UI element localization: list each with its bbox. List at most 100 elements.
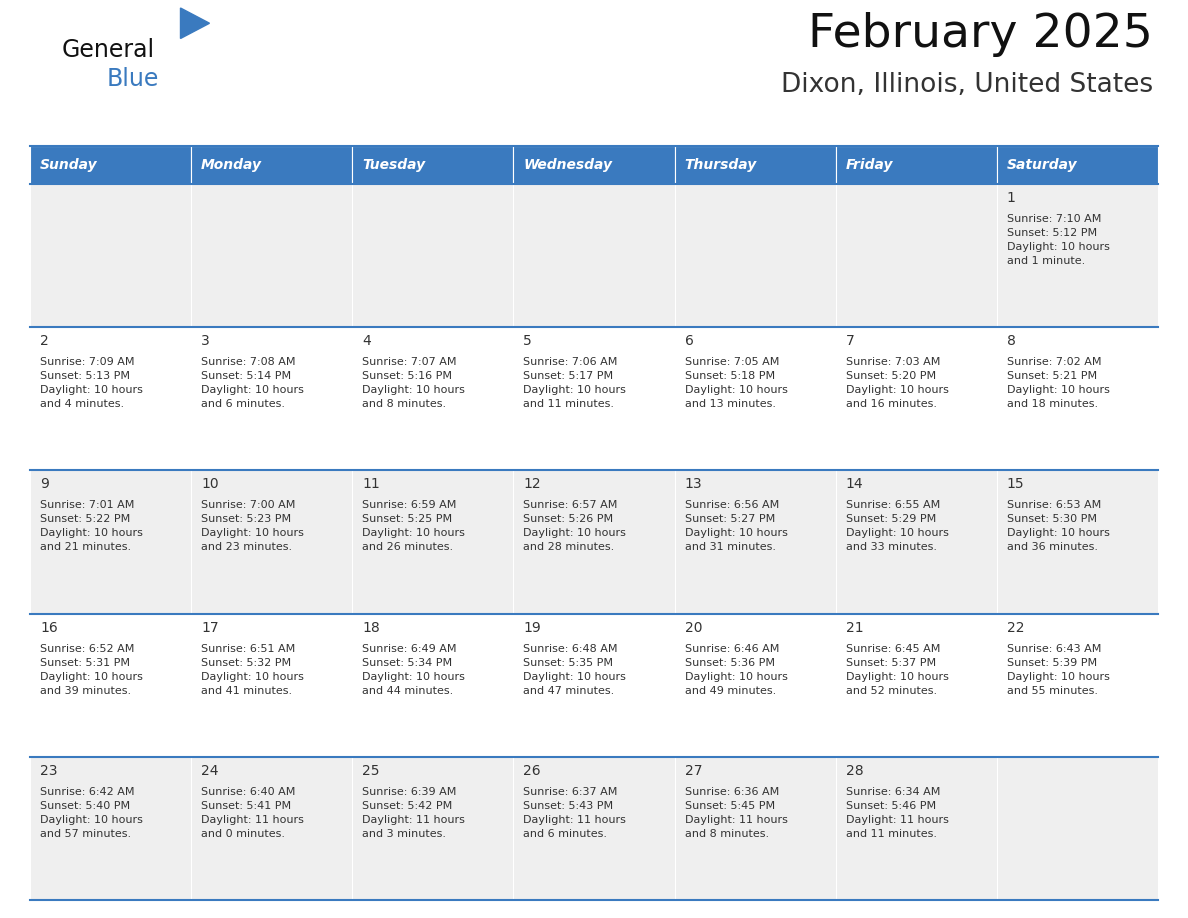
Text: 19: 19 (524, 621, 542, 634)
Bar (675, 327, 835, 470)
Text: 27: 27 (684, 764, 702, 778)
Bar (835, 756, 997, 900)
Bar (30, 613, 191, 756)
Bar (835, 146, 997, 184)
Bar (835, 184, 997, 327)
Bar (30, 327, 191, 470)
Bar (191, 756, 353, 900)
Bar (353, 327, 513, 470)
Bar (675, 613, 835, 756)
Text: Sunrise: 6:51 AM
Sunset: 5:32 PM
Daylight: 10 hours
and 41 minutes.: Sunrise: 6:51 AM Sunset: 5:32 PM Dayligh… (201, 644, 304, 696)
Text: 28: 28 (846, 764, 864, 778)
Text: Saturday: Saturday (1007, 158, 1078, 172)
Text: 5: 5 (524, 334, 532, 348)
Polygon shape (181, 8, 209, 39)
Bar (997, 613, 1158, 756)
Text: 8: 8 (1007, 334, 1016, 348)
Text: Sunrise: 6:39 AM
Sunset: 5:42 PM
Daylight: 11 hours
and 3 minutes.: Sunrise: 6:39 AM Sunset: 5:42 PM Dayligh… (362, 787, 466, 839)
Text: General: General (62, 38, 156, 62)
Text: Sunrise: 6:40 AM
Sunset: 5:41 PM
Daylight: 11 hours
and 0 minutes.: Sunrise: 6:40 AM Sunset: 5:41 PM Dayligh… (201, 787, 304, 839)
Text: Thursday: Thursday (684, 158, 757, 172)
Bar (997, 327, 1158, 470)
Text: 21: 21 (846, 621, 864, 634)
Text: Sunrise: 7:02 AM
Sunset: 5:21 PM
Daylight: 10 hours
and 18 minutes.: Sunrise: 7:02 AM Sunset: 5:21 PM Dayligh… (1007, 357, 1110, 409)
Text: 22: 22 (1007, 621, 1024, 634)
Text: Sunrise: 6:49 AM
Sunset: 5:34 PM
Daylight: 10 hours
and 44 minutes.: Sunrise: 6:49 AM Sunset: 5:34 PM Dayligh… (362, 644, 466, 696)
Bar (30, 146, 191, 184)
Text: 3: 3 (201, 334, 210, 348)
Bar (675, 184, 835, 327)
Bar (30, 470, 191, 613)
Text: Sunrise: 6:56 AM
Sunset: 5:27 PM
Daylight: 10 hours
and 31 minutes.: Sunrise: 6:56 AM Sunset: 5:27 PM Dayligh… (684, 500, 788, 553)
Text: 13: 13 (684, 477, 702, 491)
Text: 6: 6 (684, 334, 694, 348)
Text: Sunrise: 6:48 AM
Sunset: 5:35 PM
Daylight: 10 hours
and 47 minutes.: Sunrise: 6:48 AM Sunset: 5:35 PM Dayligh… (524, 644, 626, 696)
Text: Sunrise: 6:42 AM
Sunset: 5:40 PM
Daylight: 10 hours
and 57 minutes.: Sunrise: 6:42 AM Sunset: 5:40 PM Dayligh… (40, 787, 143, 839)
Text: Sunrise: 6:36 AM
Sunset: 5:45 PM
Daylight: 11 hours
and 8 minutes.: Sunrise: 6:36 AM Sunset: 5:45 PM Dayligh… (684, 787, 788, 839)
Bar (30, 756, 191, 900)
Text: Sunrise: 7:07 AM
Sunset: 5:16 PM
Daylight: 10 hours
and 8 minutes.: Sunrise: 7:07 AM Sunset: 5:16 PM Dayligh… (362, 357, 466, 409)
Text: Sunrise: 7:00 AM
Sunset: 5:23 PM
Daylight: 10 hours
and 23 minutes.: Sunrise: 7:00 AM Sunset: 5:23 PM Dayligh… (201, 500, 304, 553)
Bar (513, 184, 675, 327)
Bar (191, 470, 353, 613)
Text: Sunrise: 6:34 AM
Sunset: 5:46 PM
Daylight: 11 hours
and 11 minutes.: Sunrise: 6:34 AM Sunset: 5:46 PM Dayligh… (846, 787, 948, 839)
Text: Wednesday: Wednesday (524, 158, 613, 172)
Text: Sunrise: 6:57 AM
Sunset: 5:26 PM
Daylight: 10 hours
and 28 minutes.: Sunrise: 6:57 AM Sunset: 5:26 PM Dayligh… (524, 500, 626, 553)
Bar (675, 470, 835, 613)
Bar (513, 470, 675, 613)
Text: 7: 7 (846, 334, 854, 348)
Text: 10: 10 (201, 477, 219, 491)
Bar (513, 146, 675, 184)
Bar (675, 146, 835, 184)
Bar (513, 327, 675, 470)
Bar (997, 146, 1158, 184)
Text: 15: 15 (1007, 477, 1024, 491)
Text: 24: 24 (201, 764, 219, 778)
Bar (997, 470, 1158, 613)
Text: Sunrise: 7:08 AM
Sunset: 5:14 PM
Daylight: 10 hours
and 6 minutes.: Sunrise: 7:08 AM Sunset: 5:14 PM Dayligh… (201, 357, 304, 409)
Text: Sunrise: 7:06 AM
Sunset: 5:17 PM
Daylight: 10 hours
and 11 minutes.: Sunrise: 7:06 AM Sunset: 5:17 PM Dayligh… (524, 357, 626, 409)
Text: Sunrise: 6:43 AM
Sunset: 5:39 PM
Daylight: 10 hours
and 55 minutes.: Sunrise: 6:43 AM Sunset: 5:39 PM Dayligh… (1007, 644, 1110, 696)
Text: Sunrise: 7:01 AM
Sunset: 5:22 PM
Daylight: 10 hours
and 21 minutes.: Sunrise: 7:01 AM Sunset: 5:22 PM Dayligh… (40, 500, 143, 553)
Text: 11: 11 (362, 477, 380, 491)
Bar (353, 470, 513, 613)
Text: Sunday: Sunday (40, 158, 97, 172)
Bar (191, 613, 353, 756)
Bar (353, 184, 513, 327)
Text: Sunrise: 6:55 AM
Sunset: 5:29 PM
Daylight: 10 hours
and 33 minutes.: Sunrise: 6:55 AM Sunset: 5:29 PM Dayligh… (846, 500, 948, 553)
Bar (835, 327, 997, 470)
Bar (353, 613, 513, 756)
Text: 2: 2 (40, 334, 49, 348)
Text: Sunrise: 7:03 AM
Sunset: 5:20 PM
Daylight: 10 hours
and 16 minutes.: Sunrise: 7:03 AM Sunset: 5:20 PM Dayligh… (846, 357, 948, 409)
Text: 17: 17 (201, 621, 219, 634)
Text: 12: 12 (524, 477, 541, 491)
Bar (835, 470, 997, 613)
Text: 14: 14 (846, 477, 864, 491)
Text: 20: 20 (684, 621, 702, 634)
Bar (675, 756, 835, 900)
Bar (513, 756, 675, 900)
Text: Blue: Blue (107, 67, 159, 91)
Bar (835, 613, 997, 756)
Text: Sunrise: 6:45 AM
Sunset: 5:37 PM
Daylight: 10 hours
and 52 minutes.: Sunrise: 6:45 AM Sunset: 5:37 PM Dayligh… (846, 644, 948, 696)
Bar (353, 146, 513, 184)
Bar (191, 184, 353, 327)
Text: 18: 18 (362, 621, 380, 634)
Text: Sunrise: 6:46 AM
Sunset: 5:36 PM
Daylight: 10 hours
and 49 minutes.: Sunrise: 6:46 AM Sunset: 5:36 PM Dayligh… (684, 644, 788, 696)
Bar (997, 756, 1158, 900)
Text: Dixon, Illinois, United States: Dixon, Illinois, United States (781, 72, 1154, 98)
Text: Tuesday: Tuesday (362, 158, 425, 172)
Bar (513, 613, 675, 756)
Text: 26: 26 (524, 764, 541, 778)
Text: February 2025: February 2025 (808, 12, 1154, 57)
Bar (191, 146, 353, 184)
Text: 16: 16 (40, 621, 58, 634)
Text: 23: 23 (40, 764, 57, 778)
Text: Sunrise: 7:05 AM
Sunset: 5:18 PM
Daylight: 10 hours
and 13 minutes.: Sunrise: 7:05 AM Sunset: 5:18 PM Dayligh… (684, 357, 788, 409)
Text: Sunrise: 7:10 AM
Sunset: 5:12 PM
Daylight: 10 hours
and 1 minute.: Sunrise: 7:10 AM Sunset: 5:12 PM Dayligh… (1007, 214, 1110, 266)
Bar (30, 184, 191, 327)
Text: Monday: Monday (201, 158, 263, 172)
Text: 1: 1 (1007, 191, 1016, 205)
Text: 9: 9 (40, 477, 49, 491)
Bar (997, 184, 1158, 327)
